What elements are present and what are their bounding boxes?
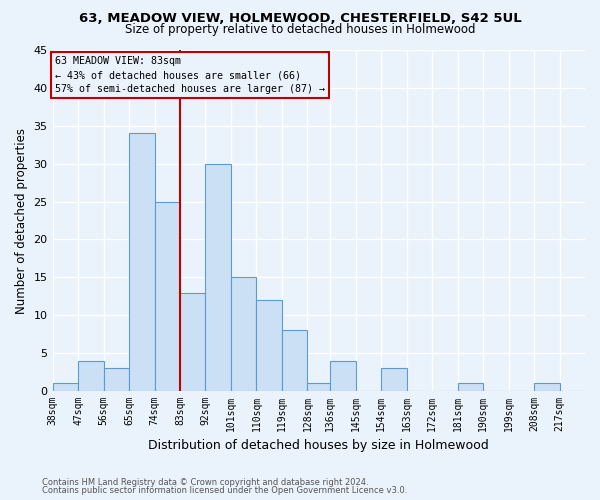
Bar [282,330,307,391]
Bar [330,360,356,391]
Text: 63 MEADOW VIEW: 83sqm
← 43% of detached houses are smaller (66)
57% of semi-deta: 63 MEADOW VIEW: 83sqm ← 43% of detached … [55,56,325,94]
Bar [78,360,104,391]
Bar [256,300,282,391]
Bar [129,134,155,391]
Bar [534,384,560,391]
Bar [155,202,180,391]
Bar [53,384,78,391]
Bar [180,292,205,391]
Text: Contains HM Land Registry data © Crown copyright and database right 2024.: Contains HM Land Registry data © Crown c… [42,478,368,487]
Y-axis label: Number of detached properties: Number of detached properties [15,128,28,314]
Text: 63, MEADOW VIEW, HOLMEWOOD, CHESTERFIELD, S42 5UL: 63, MEADOW VIEW, HOLMEWOOD, CHESTERFIELD… [79,12,521,24]
Text: Contains public sector information licensed under the Open Government Licence v3: Contains public sector information licen… [42,486,407,495]
Bar [307,384,330,391]
Text: Size of property relative to detached houses in Holmewood: Size of property relative to detached ho… [125,22,475,36]
Bar [458,384,483,391]
Bar [231,278,256,391]
Bar [381,368,407,391]
Bar [104,368,129,391]
Bar [205,164,231,391]
X-axis label: Distribution of detached houses by size in Holmewood: Distribution of detached houses by size … [148,440,489,452]
